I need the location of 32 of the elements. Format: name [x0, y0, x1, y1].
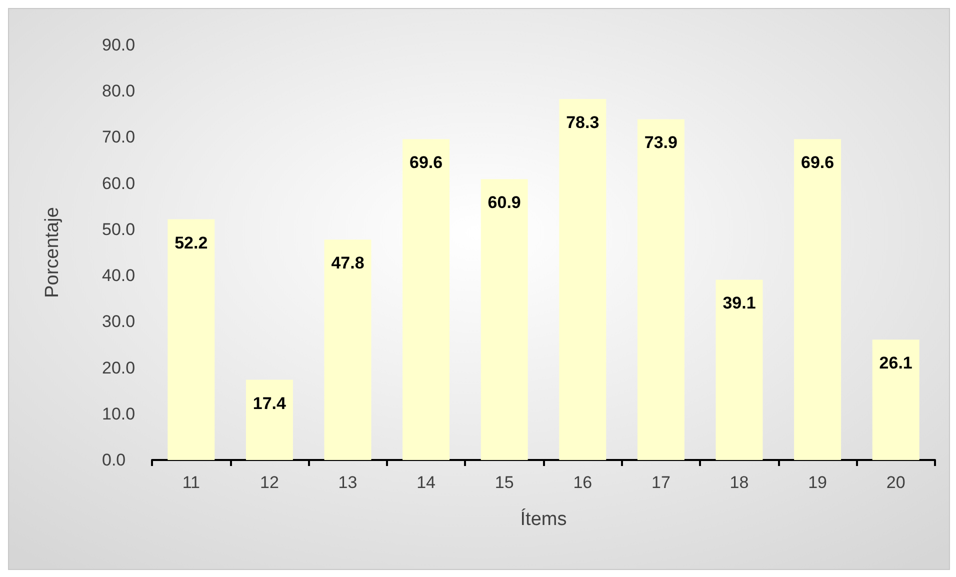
y-tick-label: 70.0: [102, 128, 136, 147]
data-label: 47.8: [331, 254, 364, 273]
x-tick-label: 20: [886, 473, 906, 492]
y-tick-label: 80.0: [102, 82, 136, 101]
x-axis-title: Ítems: [520, 508, 567, 530]
x-tick-label: 11: [182, 473, 200, 492]
x-tick-label: 14: [416, 473, 436, 492]
y-tick-label: 40.0: [102, 266, 136, 286]
data-label: 69.6: [801, 153, 834, 172]
data-label: 52.2: [174, 233, 208, 252]
x-tick-label: 17: [651, 473, 670, 492]
y-tick-label: 50.0: [102, 220, 136, 239]
y-tick-label: 90.0: [102, 36, 136, 54]
data-label: 78.3: [566, 112, 600, 132]
x-tick-label: 13: [338, 473, 358, 492]
data-label: 17.4: [252, 394, 287, 413]
y-tick-label: 0.0: [102, 450, 126, 470]
data-label: 73.9: [644, 133, 678, 152]
y-tick-label: 30.0: [102, 312, 136, 332]
data-label: 60.9: [488, 193, 521, 212]
data-label: 39.1: [722, 294, 756, 313]
y-tick-label: 10.0: [102, 404, 136, 424]
y-tick-label: 60.0: [102, 174, 136, 193]
x-tick-label: 15: [494, 473, 514, 492]
x-tick-label: 12: [260, 473, 279, 492]
x-tick-label: 18: [730, 473, 749, 492]
data-label: 26.1: [879, 354, 912, 373]
x-tick-label: 16: [573, 473, 592, 492]
y-axis-title: Porcentaje: [42, 207, 63, 298]
x-tick-label: 19: [808, 473, 828, 492]
data-label: 69.6: [410, 153, 443, 172]
y-tick-label: 20.0: [102, 358, 136, 378]
